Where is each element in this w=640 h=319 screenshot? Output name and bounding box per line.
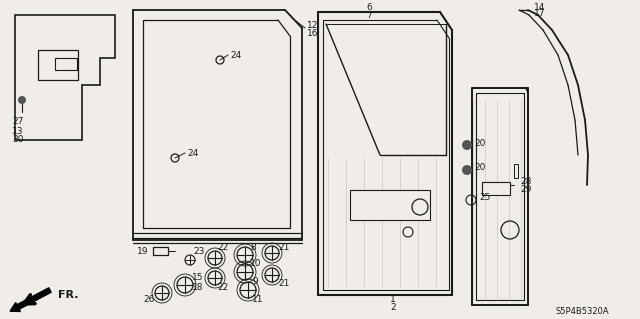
Text: 26: 26 (143, 294, 155, 303)
Bar (55, 58, 77, 70)
Text: 22: 22 (217, 284, 228, 293)
Text: 16: 16 (307, 28, 319, 38)
Text: 24: 24 (230, 50, 241, 60)
Text: 19: 19 (136, 247, 148, 256)
Text: 28: 28 (520, 177, 531, 187)
Text: 21: 21 (278, 242, 289, 251)
Text: 23: 23 (193, 248, 204, 256)
Bar (153, 247, 168, 255)
Text: 20: 20 (474, 138, 485, 147)
Text: 2: 2 (390, 303, 396, 313)
Circle shape (462, 165, 472, 175)
Text: 13: 13 (12, 128, 24, 137)
Text: FR.: FR. (58, 290, 79, 300)
Text: 7: 7 (366, 11, 372, 19)
Text: 14: 14 (534, 3, 545, 11)
Text: 17: 17 (534, 10, 545, 19)
Text: 12: 12 (307, 20, 318, 29)
Text: 24: 24 (187, 149, 198, 158)
Text: 20: 20 (474, 164, 485, 173)
Text: 21: 21 (278, 278, 289, 287)
Text: 30: 30 (12, 136, 24, 145)
Text: 8: 8 (250, 242, 256, 251)
Text: 22: 22 (217, 243, 228, 253)
Bar (482, 182, 510, 195)
Text: 27: 27 (12, 117, 24, 127)
Text: 29: 29 (520, 186, 531, 195)
Bar (514, 164, 518, 178)
Text: 10: 10 (250, 259, 262, 269)
Text: 9: 9 (252, 278, 258, 286)
FancyArrow shape (10, 288, 51, 311)
Circle shape (462, 140, 472, 150)
Text: S5P4B5320A: S5P4B5320A (555, 308, 609, 316)
Text: 25: 25 (479, 192, 490, 202)
Text: 18: 18 (192, 284, 204, 293)
Text: 11: 11 (252, 295, 264, 305)
Circle shape (18, 96, 26, 104)
Bar (350, 190, 430, 220)
Bar (38, 50, 78, 80)
Text: 1: 1 (390, 295, 396, 305)
Text: 6: 6 (366, 4, 372, 12)
Text: 15: 15 (192, 272, 204, 281)
